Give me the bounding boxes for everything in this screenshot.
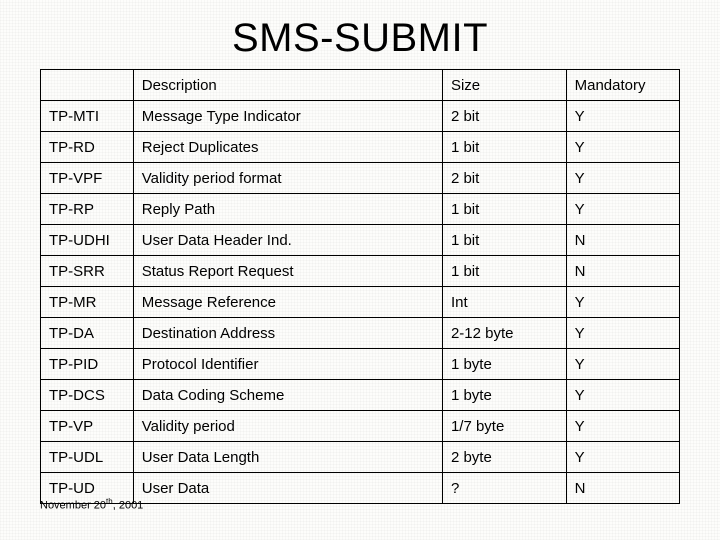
cell-mandatory: N [566,473,679,504]
cell-size: 1 bit [442,194,566,225]
cell-mandatory: Y [566,349,679,380]
cell-size: 1 byte [442,349,566,380]
table-row: TP-VPValidity period1/7 byteY [41,411,680,442]
cell-description: Destination Address [133,318,442,349]
cell-abbr: TP-UDL [41,442,134,473]
table-row: TP-RDReject Duplicates1 bitY [41,132,680,163]
cell-size: Int [442,287,566,318]
cell-mandatory: Y [566,132,679,163]
cell-description: Reply Path [133,194,442,225]
table-row: TP-PIDProtocol Identifier1 byteY [41,349,680,380]
cell-size: 1 byte [442,380,566,411]
cell-abbr: TP-RP [41,194,134,225]
cell-mandatory: Y [566,411,679,442]
cell-size: 1 bit [442,132,566,163]
cell-description: Data Coding Scheme [133,380,442,411]
cell-description: Status Report Request [133,256,442,287]
col-size: Size [442,70,566,101]
cell-abbr: TP-RD [41,132,134,163]
cell-mandatory: Y [566,380,679,411]
table-row: TP-UDHIUser Data Header Ind.1 bitN [41,225,680,256]
slide: SMS-SUBMIT Description Size Mandatory TP… [0,0,720,540]
cell-size: 1/7 byte [442,411,566,442]
cell-mandatory: N [566,225,679,256]
table-header: Description Size Mandatory [41,70,680,101]
cell-abbr: TP-MR [41,287,134,318]
cell-mandatory: Y [566,194,679,225]
cell-size: 2-12 byte [442,318,566,349]
cell-size: ? [442,473,566,504]
cell-size: 1 bit [442,256,566,287]
tpdu-table: Description Size Mandatory TP-MTIMessage… [40,69,680,504]
table-row: TP-MTIMessage Type Indicator2 bitY [41,101,680,132]
cell-abbr: TP-VP [41,411,134,442]
cell-abbr: TP-UDHI [41,225,134,256]
cell-abbr: TP-VPF [41,163,134,194]
cell-mandatory: Y [566,287,679,318]
cell-size: 2 bit [442,101,566,132]
table-row: TP-UDLUser Data Length2 byteY [41,442,680,473]
cell-description: User Data [133,473,442,504]
cell-size: 2 byte [442,442,566,473]
cell-mandatory: Y [566,101,679,132]
cell-abbr: TP-PID [41,349,134,380]
table-row: TP-VPFValidity period format2 bitY [41,163,680,194]
cell-description: Message Reference [133,287,442,318]
cell-description: User Data Header Ind. [133,225,442,256]
cell-description: Validity period format [133,163,442,194]
cell-mandatory: N [566,256,679,287]
cell-abbr: TP-MTI [41,101,134,132]
table-row: TP-MRMessage ReferenceIntY [41,287,680,318]
page-title: SMS-SUBMIT [40,16,680,61]
cell-description: Validity period [133,411,442,442]
table-row: TP-DCSData Coding Scheme1 byteY [41,380,680,411]
col-mandatory: Mandatory [566,70,679,101]
cell-mandatory: Y [566,318,679,349]
cell-abbr: TP-DCS [41,380,134,411]
cell-size: 1 bit [442,225,566,256]
table-row: TP-DADestination Address2-12 byteY [41,318,680,349]
col-abbr [41,70,134,101]
cell-abbr: TP-SRR [41,256,134,287]
cell-description: User Data Length [133,442,442,473]
cell-description: Protocol Identifier [133,349,442,380]
cell-mandatory: Y [566,442,679,473]
col-description: Description [133,70,442,101]
cell-size: 2 bit [442,163,566,194]
footnote-date: November 20th, 2001 [40,497,143,512]
cell-mandatory: Y [566,163,679,194]
cell-description: Reject Duplicates [133,132,442,163]
cell-description: Message Type Indicator [133,101,442,132]
table-body: TP-MTIMessage Type Indicator2 bitYTP-RDR… [41,101,680,504]
table-row: TP-SRRStatus Report Request1 bitN [41,256,680,287]
table-row: TP-RPReply Path1 bitY [41,194,680,225]
cell-abbr: TP-DA [41,318,134,349]
